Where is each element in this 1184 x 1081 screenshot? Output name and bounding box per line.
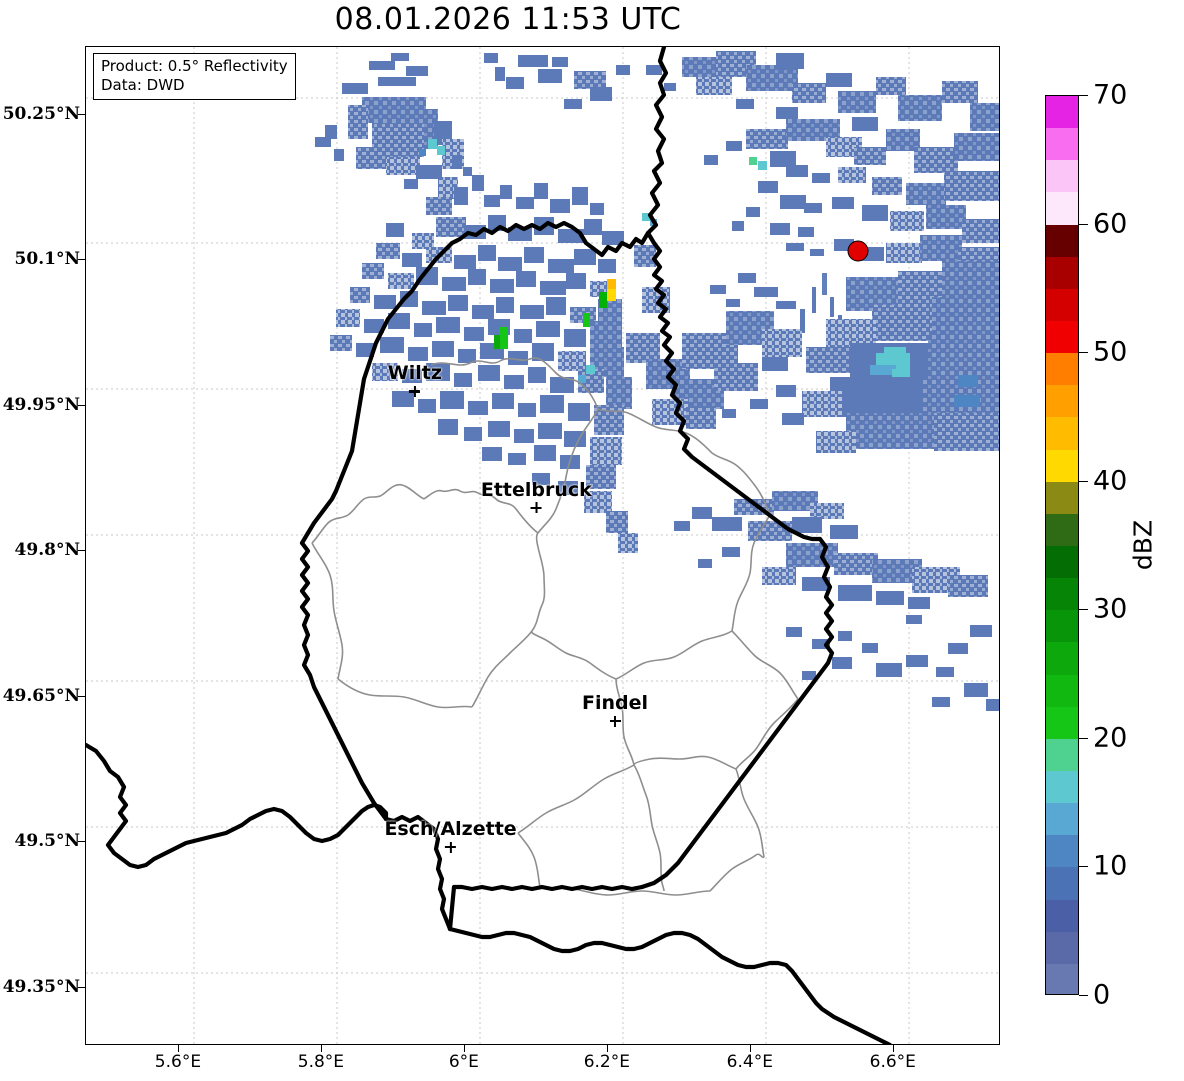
y-axis-tick-mark — [78, 113, 86, 115]
colorbar-tick-label: 20 — [1093, 722, 1128, 754]
colorbar-tick-mark — [1079, 95, 1088, 96]
colorbar[interactable] — [1045, 95, 1079, 995]
colorbar-segment — [1046, 160, 1078, 193]
y-axis-tick-label: 49.95°N — [2, 394, 80, 415]
info-data-line: Data: DWD — [101, 76, 185, 95]
colorbar-segment — [1046, 610, 1078, 643]
x-axis-tick-label: 5.8°E — [297, 1052, 345, 1072]
colorbar-tick-mark — [1079, 609, 1088, 611]
colorbar-tick-mark — [1079, 480, 1088, 482]
colorbar-segment — [1046, 867, 1078, 900]
colorbar-tick-label: 70 — [1093, 79, 1128, 111]
colorbar-segment — [1046, 963, 1078, 994]
colorbar-segment — [1046, 706, 1078, 739]
colorbar-segment — [1046, 513, 1078, 546]
colorbar-segment — [1046, 545, 1078, 579]
colorbar-segment — [1046, 449, 1078, 482]
colorbar-segment — [1046, 481, 1078, 514]
product-info-box: Product: 0.5° Reflectivity Data: DWD — [93, 53, 296, 101]
info-product-line: Product: 0.5° Reflectivity — [101, 57, 288, 75]
colorbar-segment — [1046, 674, 1078, 707]
y-axis-tick-mark — [78, 986, 86, 988]
y-axis-tick-mark — [78, 259, 86, 261]
y-axis-tick-mark — [78, 841, 86, 843]
x-axis-tick-mark — [320, 1045, 322, 1052]
map-borders-layer — [86, 47, 892, 1044]
x-axis-tick-label: 6°E — [448, 1052, 479, 1072]
x-axis-tick-mark — [177, 1045, 179, 1052]
colorbar-tick-mark — [1079, 352, 1088, 354]
y-axis-tick-mark — [78, 550, 86, 552]
colorbar-title: dBZ — [1128, 519, 1158, 571]
y-axis-tick-mark — [78, 404, 86, 406]
x-axis-tick-mark — [892, 1045, 894, 1052]
colorbar-tick-label: 40 — [1093, 465, 1128, 497]
colorbar-tick-mark — [1079, 737, 1088, 739]
colorbar-segment — [1046, 385, 1078, 418]
map-plot-area[interactable]: Product: 0.5° Reflectivity Data: DWD Wil… — [85, 46, 1000, 1045]
radar-site-marker[interactable] — [847, 240, 869, 262]
y-axis-tick-mark — [78, 695, 86, 697]
colorbar-tick-label: 50 — [1093, 336, 1128, 368]
colorbar-segment — [1046, 899, 1078, 932]
y-axis-tick-label: 49.35°N — [2, 976, 80, 997]
x-axis-tick-mark — [606, 1045, 608, 1052]
colorbar-segment — [1046, 256, 1078, 289]
y-axis-tick-label: 49.65°N — [2, 685, 80, 706]
colorbar-segment — [1046, 353, 1078, 386]
colorbar-tick-label: 60 — [1093, 208, 1128, 240]
colorbar-tick-mark — [1079, 995, 1088, 996]
colorbar-segment — [1046, 128, 1078, 161]
colorbar-segment — [1046, 578, 1078, 611]
colorbar-segment — [1046, 738, 1078, 771]
colorbar-segment — [1046, 288, 1078, 321]
colorbar-segment — [1046, 96, 1078, 129]
colorbar-tick-label: 10 — [1093, 850, 1128, 882]
y-axis-tick-label: 50.1°N — [14, 249, 80, 270]
x-axis-tick-mark — [463, 1045, 465, 1052]
colorbar-segment — [1046, 224, 1078, 257]
colorbar-segment — [1046, 770, 1078, 804]
map-canvas: Product: 0.5° Reflectivity Data: DWD Wil… — [86, 47, 999, 1044]
x-axis-tick-label: 6.6°E — [869, 1052, 916, 1072]
colorbar-tick-label: 0 — [1093, 979, 1111, 1011]
colorbar-tick-mark — [1079, 223, 1088, 225]
x-axis-tick-label: 5.6°E — [154, 1052, 202, 1072]
colorbar-segment — [1046, 803, 1078, 836]
x-axis-tick-mark — [749, 1045, 751, 1052]
y-axis-tick-label: 49.8°N — [14, 540, 80, 561]
x-axis-tick-label: 6.2°E — [583, 1052, 630, 1072]
colorbar-tick-label: 30 — [1093, 593, 1128, 625]
colorbar-segment — [1046, 417, 1078, 450]
y-axis-tick-label: 49.5°N — [14, 831, 80, 852]
colorbar-tick-mark — [1079, 866, 1088, 868]
national-borders — [86, 47, 892, 1044]
page-title: 08.01.2026 11:53 UTC — [334, 2, 682, 37]
y-axis-tick-label: 50.25°N — [2, 103, 80, 124]
x-axis-tick-label: 6.4°E — [726, 1052, 773, 1072]
radar-reflectivity-layer — [315, 51, 999, 711]
colorbar-segment — [1046, 192, 1078, 225]
colorbar-segment — [1046, 835, 1078, 868]
colorbar-segment — [1046, 320, 1078, 354]
colorbar-segment — [1046, 642, 1078, 675]
colorbar-segment — [1046, 931, 1078, 964]
